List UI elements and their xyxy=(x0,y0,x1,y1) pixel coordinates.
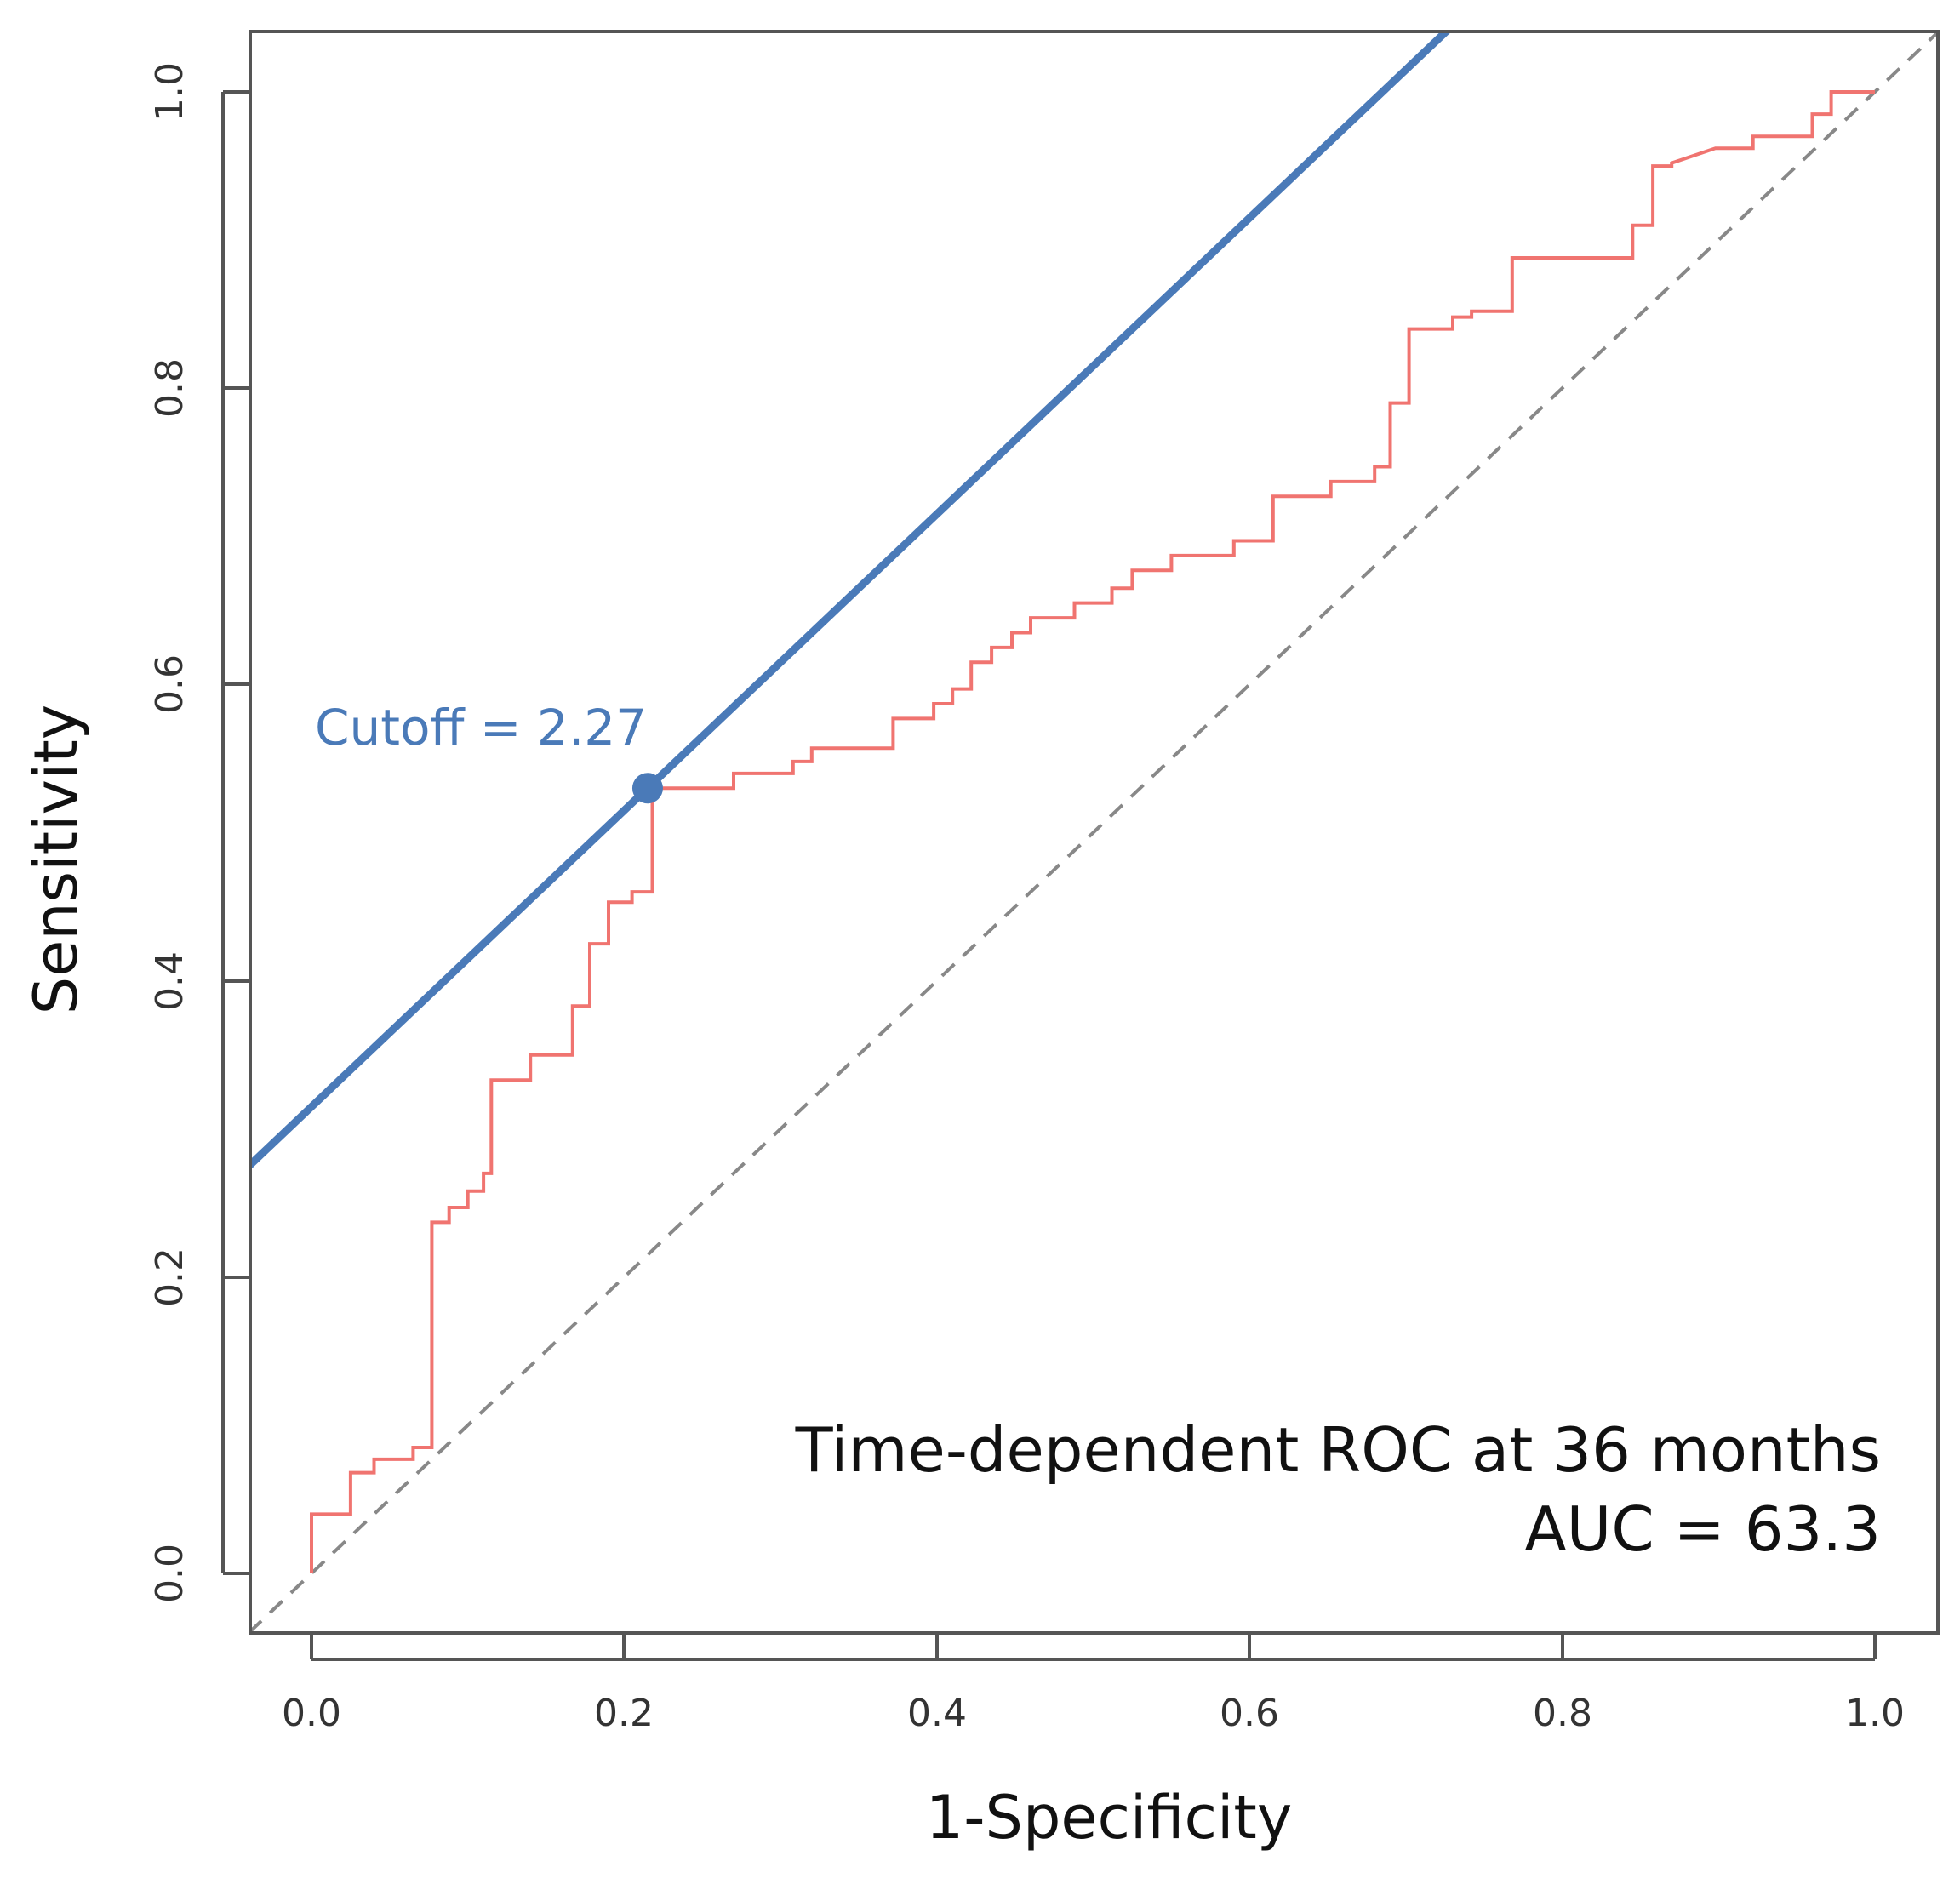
x-tick-label: 0.2 xyxy=(594,1692,654,1735)
x-tick-3: 0.6 xyxy=(1220,1633,1279,1735)
x-tick-label: 0.6 xyxy=(1220,1692,1279,1735)
y-axis: 0.0 0.2 0.4 0.6 0.8 1.0 xyxy=(148,62,250,1603)
cutoff-label: Cutoff = 2.27 xyxy=(315,699,647,756)
x-tick-label: 0.0 xyxy=(282,1692,341,1735)
y-tick-label: 0.0 xyxy=(148,1544,191,1603)
x-tick-1: 0.2 xyxy=(594,1633,654,1735)
diagonal-reference-line xyxy=(250,31,1938,1633)
y-tick-label: 1.0 xyxy=(148,62,191,122)
y-tick-0: 0.0 xyxy=(148,1544,250,1603)
y-tick-label: 0.2 xyxy=(148,1247,191,1307)
x-tick-2: 0.4 xyxy=(907,1633,967,1735)
y-tick-label: 0.4 xyxy=(148,951,191,1011)
plot-frame xyxy=(249,30,1940,1635)
x-tick-label: 0.8 xyxy=(1533,1692,1592,1735)
roc-curve xyxy=(310,90,1875,1573)
y-tick-3: 0.6 xyxy=(148,654,250,714)
y-tick-5: 1.0 xyxy=(148,62,250,122)
y-tick-label: 0.6 xyxy=(148,654,191,714)
y-tick-label: 0.8 xyxy=(148,358,191,418)
x-tick-0: 0.0 xyxy=(282,1633,341,1735)
y-tick-1: 0.2 xyxy=(148,1247,250,1307)
y-tick-2: 0.4 xyxy=(148,951,250,1011)
x-tick-label: 0.4 xyxy=(907,1692,967,1735)
cutoff-tangent-line xyxy=(250,31,1452,1169)
cutoff-point-marker xyxy=(631,773,663,804)
annotation-auc: AUC = 63.3 xyxy=(1524,1493,1881,1565)
x-tick-5: 1.0 xyxy=(1845,1633,1905,1735)
annotation-title: Time-dependent ROC at 36 months xyxy=(795,1414,1881,1486)
x-tick-4: 0.8 xyxy=(1533,1633,1592,1735)
y-axis-title: Sensitivity xyxy=(21,705,91,1014)
x-axis-title: 1-Specificity xyxy=(926,1783,1293,1853)
y-tick-4: 0.8 xyxy=(148,358,250,418)
x-axis: 0.0 0.2 0.4 0.6 0.8 1.0 xyxy=(282,1633,1905,1735)
x-tick-label: 1.0 xyxy=(1845,1692,1905,1735)
